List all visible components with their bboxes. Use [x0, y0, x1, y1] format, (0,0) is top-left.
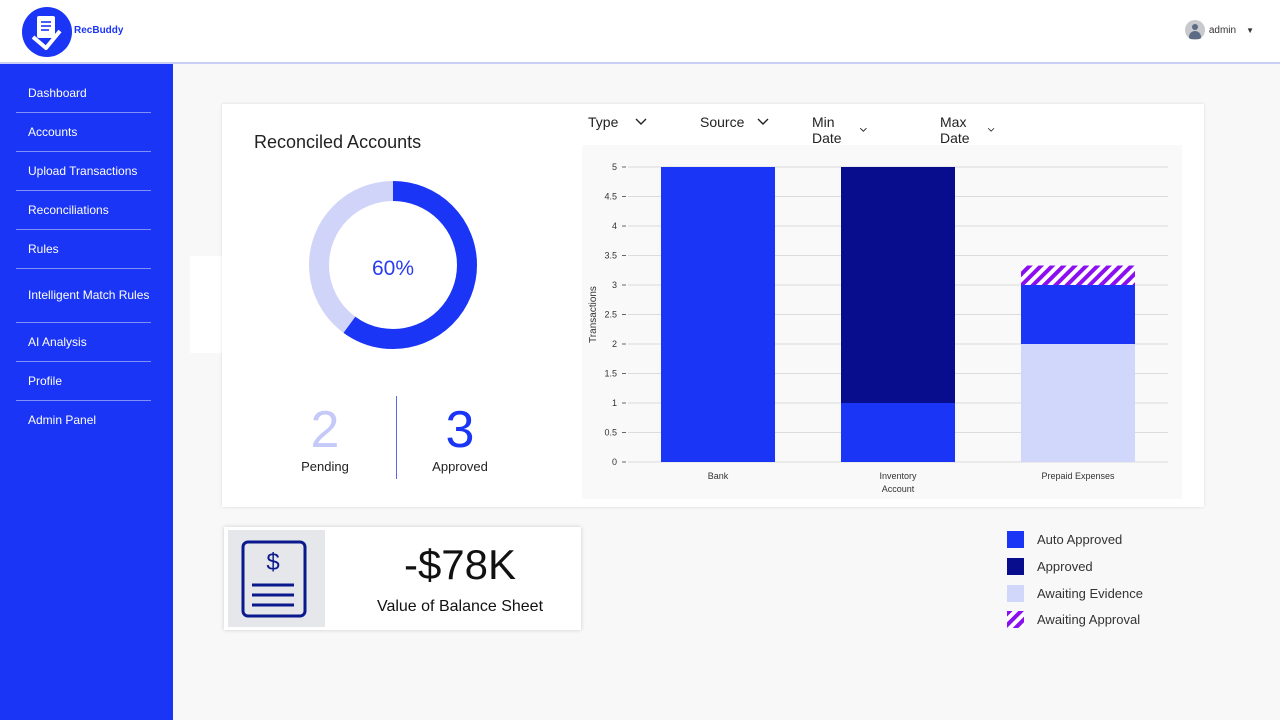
y-tick-label: 5 — [612, 162, 617, 172]
reconciled-donut-chart — [309, 181, 477, 349]
y-tick-label: 1 — [612, 398, 617, 408]
legend-label: Auto Approved — [1037, 532, 1123, 547]
sidebar-item-upload-transactions[interactable]: Upload Transactions — [16, 152, 151, 191]
bar-auto-approved — [1021, 285, 1135, 344]
bar-awaiting-evidence — [1021, 344, 1135, 462]
sidebar-item-profile[interactable]: Profile — [16, 362, 151, 401]
legend-auto-approved: Auto Approved — [1007, 531, 1122, 548]
filter-min-date[interactable]: Min Date — [812, 114, 868, 146]
balance-icon-box: $ — [228, 530, 325, 627]
reconciled-percent: 60% — [371, 257, 415, 280]
legend-swatch-auto-approved — [1007, 531, 1024, 548]
approved-count: 3 — [445, 401, 475, 459]
user-menu[interactable]: admin ▼ — [1184, 20, 1254, 40]
approved-label: Approved — [432, 459, 488, 474]
recbuddy-logo-icon[interactable] — [22, 7, 72, 57]
app-name: RecBuddy — [74, 25, 124, 36]
chevron-down-icon — [635, 118, 647, 125]
sidebar-item-dashboard[interactable]: Dashboard — [16, 74, 151, 113]
sidebar-item-ai-analysis[interactable]: AI Analysis — [16, 323, 151, 362]
x-tick-label: Bank — [708, 471, 729, 481]
avatar-icon — [1184, 20, 1205, 40]
sidebar-item-rules[interactable]: Rules — [16, 230, 151, 269]
caret-down-icon: ▼ — [1246, 25, 1254, 35]
balance-sheet-label: Value of Balance Sheet — [376, 598, 544, 615]
y-tick-label: 1.5 — [604, 369, 617, 379]
legend-label: Awaiting Evidence — [1037, 586, 1143, 601]
bar-awaiting-approval — [1021, 265, 1135, 285]
y-tick-label: 2 — [612, 339, 617, 349]
donut-progress-arc — [309, 181, 477, 349]
svg-text:$: $ — [266, 549, 279, 576]
legend-label: Awaiting Approval — [1037, 612, 1141, 627]
y-tick-label: 4 — [612, 221, 617, 231]
legend-approved: Approved — [1007, 558, 1093, 575]
y-tick-label: 3.5 — [604, 251, 617, 261]
y-tick-label: 3 — [612, 280, 617, 290]
balance-sheet-value: -$78K — [403, 541, 517, 588]
filter-type[interactable]: Type — [588, 114, 648, 130]
filter-source[interactable]: Source — [700, 114, 770, 130]
x-tick-label: Prepaid Expenses — [1041, 471, 1115, 481]
sidebar — [0, 64, 173, 720]
legend-swatch-approved — [1007, 558, 1024, 575]
chevron-down-icon — [988, 127, 995, 132]
chevron-down-icon — [859, 127, 867, 132]
x-tick-label: Account — [882, 484, 915, 494]
legend-awaiting-evidence: Awaiting Evidence — [1007, 585, 1143, 602]
y-tick-label: 2.5 — [604, 310, 617, 320]
y-tick-label: 0 — [612, 457, 617, 467]
filter-type-label: Type — [588, 114, 619, 130]
filter-min-date-label: Min Date — [812, 114, 842, 146]
reconciled-accounts-title: Reconciled Accounts — [254, 132, 422, 152]
user-name: admin — [1208, 24, 1237, 36]
pending-count: 2 — [310, 401, 340, 459]
chevron-down-icon — [757, 118, 769, 125]
y-tick-label: 4.5 — [604, 192, 617, 202]
pending-label: Pending — [301, 459, 349, 474]
legend-awaiting-approval: Awaiting Approval — [1007, 611, 1140, 628]
filter-max-date-label: Max Date — [940, 114, 970, 146]
sidebar-item-accounts[interactable]: Accounts — [16, 113, 151, 152]
bar-approved — [841, 167, 955, 403]
filter-source-label: Source — [700, 114, 745, 130]
y-axis-label: Transactions — [588, 286, 599, 343]
legend-swatch-awaiting-approval — [1007, 611, 1024, 628]
legend-label: Approved — [1037, 559, 1093, 574]
invoice-dollar-icon: $ — [241, 540, 307, 618]
x-tick-label: Inventory — [879, 471, 917, 481]
stats-divider — [396, 396, 397, 479]
top-header: RecBuddy admin ▼ — [0, 0, 1280, 64]
transactions-bar-chart: 0 0.5 1 1.5 2 2.5 3 3.5 4 4.5 5 Transactions Bank Inv… — [588, 162, 1168, 494]
legend-swatch-awaiting-evidence — [1007, 585, 1024, 602]
filter-max-date[interactable]: Max Date — [940, 114, 996, 146]
sidebar-item-admin-panel[interactable]: Admin Panel — [28, 413, 97, 427]
sidebar-item-intelligent-match-rules[interactable]: Intelligent Match Rules — [16, 269, 151, 323]
bar-auto-approved — [661, 167, 775, 462]
bar-auto-approved — [841, 403, 955, 462]
overlay-panel — [190, 256, 222, 353]
y-tick-label: 0.5 — [604, 428, 617, 438]
sidebar-item-reconciliations[interactable]: Reconciliations — [16, 191, 151, 230]
